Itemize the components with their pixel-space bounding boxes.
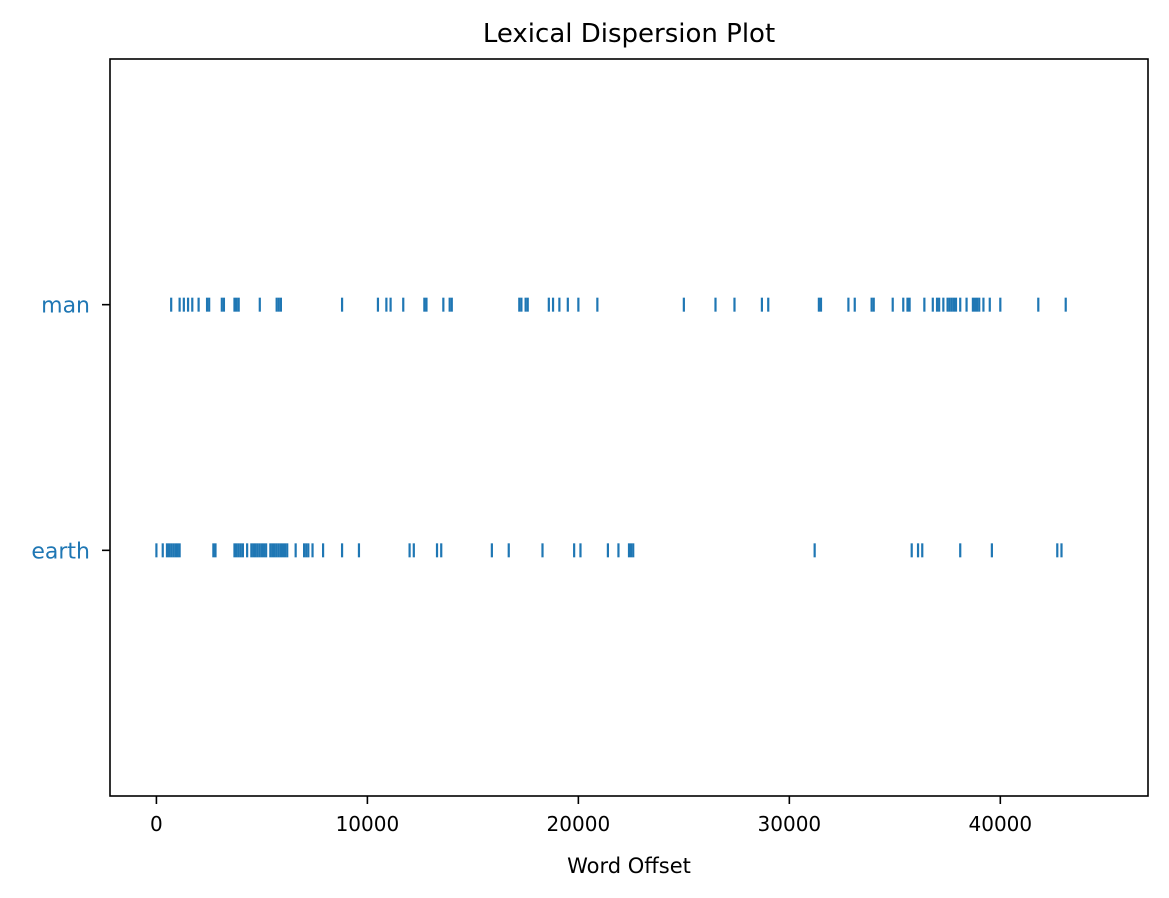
x-tick-label-0: 0 (150, 812, 163, 836)
y-tick-label-man: man (41, 294, 90, 319)
plot-marks (155, 297, 1067, 558)
x-tick-label-2: 20000 (547, 812, 611, 836)
x-axis-label: Word Offset (567, 854, 691, 878)
x-tick-label-3: 30000 (758, 812, 822, 836)
y-tick-label-earth: earth (31, 539, 90, 564)
y-axis: man earth (31, 294, 110, 564)
x-tick-label-4: 40000 (969, 812, 1033, 836)
x-tick-label-1: 10000 (336, 812, 400, 836)
series-man (170, 297, 1067, 312)
chart-title: Lexical Dispersion Plot (483, 19, 775, 49)
plot-frame (109, 58, 1149, 797)
series-earth (155, 543, 1063, 558)
x-axis: 0 10000 20000 30000 40000 (150, 796, 1032, 836)
